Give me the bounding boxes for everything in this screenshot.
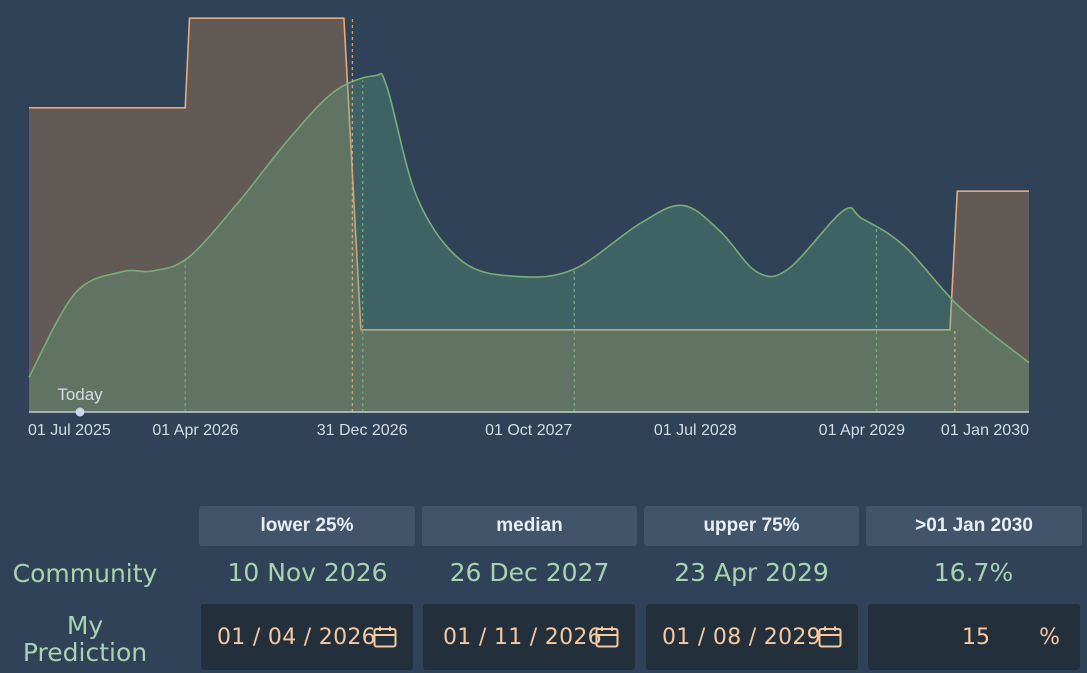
calendar-icon[interactable] bbox=[373, 626, 397, 648]
community-above-range: 16.7% bbox=[933, 558, 1014, 587]
header-upper-75: upper 75% bbox=[644, 506, 859, 546]
my-prediction-label-line1: My bbox=[66, 611, 104, 640]
x-tick-label: 01 Apr 2029 bbox=[819, 422, 905, 439]
community-median: 26 Dec 2027 bbox=[449, 558, 610, 587]
calendar-icon[interactable] bbox=[818, 626, 842, 648]
prediction-percent-value: 15 bbox=[962, 624, 990, 650]
community-lower-25: 10 Nov 2026 bbox=[227, 558, 388, 587]
series-area-1 bbox=[29, 73, 1029, 413]
series-line-0 bbox=[29, 17, 1029, 331]
prediction-upper-75-input[interactable]: 01 / 08 / 2029 bbox=[646, 604, 858, 670]
prediction-percent-input[interactable]: 15 % bbox=[868, 604, 1080, 670]
x-tick-label: 01 Jul 2025 bbox=[28, 422, 111, 439]
series-line-1 bbox=[28, 72, 1030, 378]
header-lower-25: lower 25% bbox=[199, 506, 415, 546]
calendar-icon[interactable] bbox=[595, 626, 619, 648]
today-label: Today bbox=[57, 385, 103, 404]
prediction-upper-75-value: 01 / 08 / 2029 bbox=[662, 624, 821, 650]
prediction-median-value: 01 / 11 / 2026 bbox=[443, 624, 602, 650]
my-prediction-label-line2: Prediction bbox=[22, 638, 148, 667]
header-median: median bbox=[422, 506, 637, 546]
today-dot bbox=[75, 407, 85, 417]
my-prediction-label: My Prediction bbox=[0, 612, 170, 666]
percent-sign: % bbox=[1039, 624, 1060, 650]
prediction-lower-25-input[interactable]: 01 / 04 / 2026 bbox=[201, 604, 413, 670]
x-tick-label: 01 Jul 2028 bbox=[654, 422, 737, 439]
prediction-lower-25-value: 01 / 04 / 2026 bbox=[217, 624, 376, 650]
x-tick-label: 01 Jan 2030 bbox=[941, 422, 1029, 439]
community-upper-75: 23 Apr 2029 bbox=[674, 558, 829, 587]
x-tick-label: 01 Oct 2027 bbox=[485, 422, 572, 439]
x-tick-label: 01 Apr 2026 bbox=[152, 422, 238, 439]
x-tick-label: 31 Dec 2026 bbox=[317, 422, 408, 439]
prediction-median-input[interactable]: 01 / 11 / 2026 bbox=[423, 604, 635, 670]
header-above-range: >01 Jan 2030 bbox=[866, 506, 1082, 546]
community-label: Community bbox=[12, 559, 158, 588]
series-area-0 bbox=[29, 18, 1029, 413]
forecast-chart: Today 01 Jul 2025 01 Apr 2026 31 Dec 2026 01… bbox=[28, 17, 1030, 439]
